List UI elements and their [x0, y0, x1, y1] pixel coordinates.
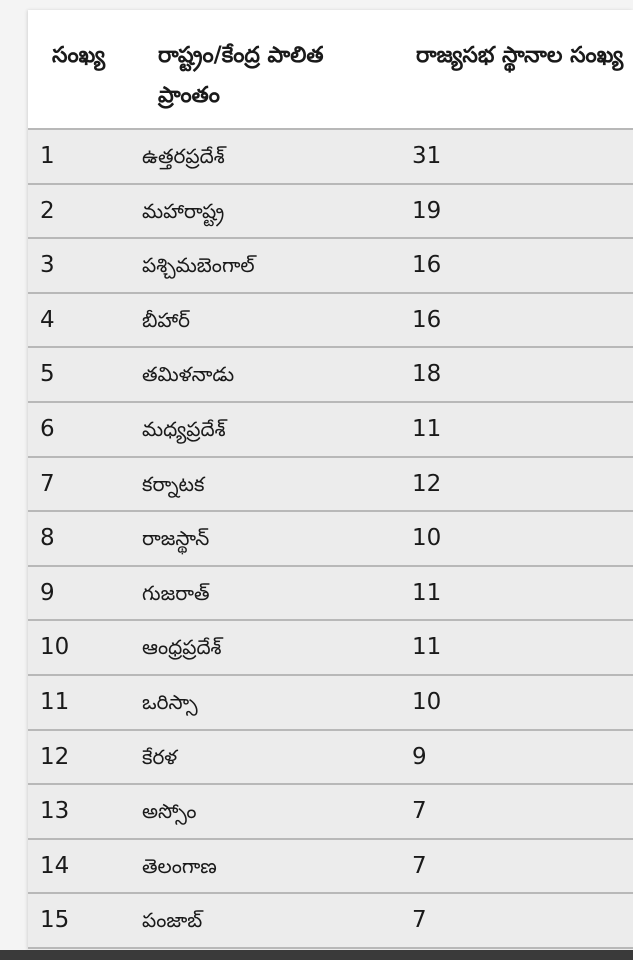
- state-cell: ఒరిస్సా: [142, 689, 198, 714]
- state-cell: పంజాబ్: [142, 908, 203, 933]
- header-number: సంఖ్య: [52, 43, 106, 68]
- state-cell: ఆంధ్రప్రదేశ్: [142, 635, 222, 660]
- table-row: 11 ఒరిస్సా 10: [28, 673, 633, 729]
- table-row: 7 కర్నాటక 12: [28, 455, 633, 511]
- number-cell: 10: [40, 634, 70, 661]
- table-body: 1 ఉత్తరప్రదేశ్ 31 2 మహారాష్ట్ర 19 3 పశ్చిమబెంగా…: [28, 128, 633, 951]
- table-row: 9 గుజరాత్ 11: [28, 564, 633, 620]
- seats-cell: 10: [412, 525, 442, 552]
- state-cell: గుజరాత్: [142, 580, 210, 605]
- state-cell: తెలంగాణ: [142, 853, 217, 878]
- state-cell: తమిళనాడు: [142, 362, 235, 387]
- state-cell: అస్సోం: [142, 799, 197, 824]
- table-row: 3 పశ్చిమబెంగాల్ 16: [28, 237, 633, 292]
- seats-cell: 10: [412, 688, 442, 715]
- table-bottom-divider: [28, 946, 633, 951]
- number-cell: 3: [40, 252, 55, 279]
- table-row: 14 తెలంగాణ 7: [28, 837, 633, 893]
- number-cell: 12: [40, 743, 70, 770]
- seats-cell: 16: [412, 306, 442, 333]
- state-cell: కేరళ: [142, 744, 178, 769]
- number-cell: 6: [40, 415, 55, 442]
- table-row: 10 ఆంధ్రప్రదేశ్ 11: [28, 619, 633, 674]
- table-row: 15 పంజాబ్ 7: [28, 892, 633, 947]
- seats-cell: 7: [412, 798, 427, 825]
- number-cell: 9: [40, 579, 55, 606]
- state-cell: మధ్యప్రదేశ్: [142, 416, 226, 441]
- number-cell: 2: [40, 197, 55, 224]
- seats-cell: 7: [412, 852, 427, 879]
- seats-cell: 7: [412, 907, 427, 934]
- table-row: 12 కేరళ 9: [28, 728, 633, 784]
- table-row: 13 అస్సోం 7: [28, 783, 633, 838]
- table-row: 5 తమిళనాడు 18: [28, 346, 633, 401]
- number-cell: 1: [40, 143, 55, 169]
- number-cell: 11: [40, 688, 70, 715]
- state-cell: ఉత్తరప్రదేశ్: [142, 144, 225, 168]
- seats-cell: 9: [412, 743, 427, 770]
- seats-cell: 11: [412, 415, 442, 442]
- table-row: 6 మధ్యప్రదేశ్ 11: [28, 400, 633, 456]
- table-row: 4 బీహార్ 16: [28, 291, 633, 347]
- seats-cell: 19: [412, 197, 442, 224]
- state-cell: పశ్చిమబెంగాల్: [142, 253, 255, 278]
- table-row: 2 మహారాష్ట్ర 19: [28, 182, 633, 238]
- table-row: 8 రాజస్థాన్ 10: [28, 510, 633, 565]
- seats-table: సంఖ్య రాష్ట్రం/కేంద్ర పాలిత ప్రాంతం రాజ్…: [28, 10, 633, 951]
- number-cell: 8: [40, 525, 55, 552]
- number-cell: 14: [40, 852, 70, 879]
- seats-cell: 31: [412, 143, 442, 169]
- bottom-bar: [0, 950, 633, 960]
- number-cell: 13: [40, 798, 70, 825]
- number-cell: 5: [40, 361, 55, 388]
- seats-cell: 11: [412, 634, 442, 661]
- seats-cell: 12: [412, 470, 442, 497]
- number-cell: 7: [40, 470, 55, 497]
- state-cell: బీహార్: [142, 307, 190, 332]
- table-header: సంఖ్య రాష్ట్రం/కేంద్ర పాలిత ప్రాంతం రాజ్…: [28, 10, 633, 128]
- state-cell: కర్నాటక: [142, 471, 205, 496]
- seats-cell: 16: [412, 252, 442, 279]
- header-seats: రాజ్యసభ స్థానాల సంఖ్య: [416, 43, 624, 68]
- seats-cell: 11: [412, 579, 442, 606]
- state-cell: మహారాష్ట్ర: [142, 198, 225, 223]
- table-row: 1 ఉత్తరప్రదేశ్ 31: [28, 128, 633, 183]
- number-cell: 4: [40, 306, 55, 333]
- number-cell: 15: [40, 907, 70, 934]
- header-state: రాష్ట్రం/కేంద్ర పాలిత ప్రాంతం: [158, 43, 324, 108]
- state-cell: రాజస్థాన్: [142, 526, 210, 551]
- seats-cell: 18: [412, 361, 442, 388]
